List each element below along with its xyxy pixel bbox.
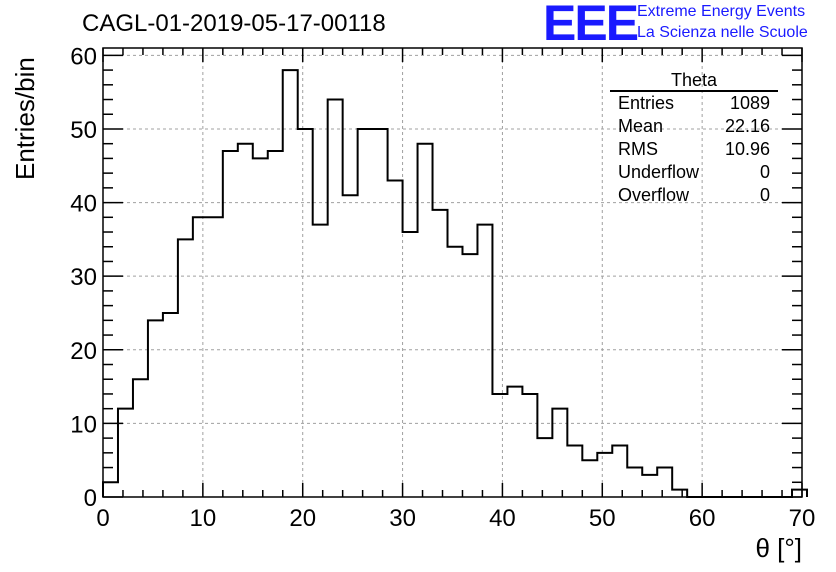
histogram-bin — [403, 232, 418, 497]
histogram-bin — [627, 468, 642, 497]
stats-value: 0 — [759, 162, 770, 182]
histogram-bin — [582, 460, 597, 497]
histogram-bin — [462, 254, 477, 497]
stats-value: 1089 — [729, 93, 770, 113]
histogram-bin — [178, 239, 193, 497]
axis-ticks: 0 10 20 30 40 50 60 70 0 10 20 30 40 50 60 — [70, 43, 815, 532]
histogram-bin — [268, 151, 283, 497]
histogram-bin — [313, 225, 328, 497]
chart-title: CAGL-01-2019-05-17-00118 — [82, 10, 386, 37]
histogram-bin — [492, 394, 507, 497]
histogram-step-line — [102, 69, 808, 498]
stats-value: 10.96 — [724, 139, 770, 159]
y-tick-label: 50 — [70, 117, 97, 144]
stats-row-underflow: Underflow 0 — [610, 161, 778, 184]
stats-value: 22.16 — [724, 116, 770, 136]
x-tick-label: 40 — [489, 505, 516, 532]
stats-label: Underflow — [618, 162, 700, 182]
histogram-bin — [552, 409, 567, 497]
histogram-bin — [253, 158, 268, 497]
logo-line-2: La Scienza nelle Scuole — [637, 24, 808, 41]
histogram-bin — [792, 490, 807, 497]
histogram-bin — [163, 313, 178, 497]
histogram-bin — [597, 453, 612, 497]
histogram-bin — [148, 320, 163, 497]
histogram-bin — [657, 468, 672, 497]
y-axis-label-container: Entries/bin — [8, 57, 40, 210]
histogram-bars — [102, 69, 808, 498]
histogram-bin — [283, 70, 298, 497]
histogram-bin — [193, 217, 208, 497]
x-tick-label: 20 — [289, 505, 316, 532]
y-tick-label: 40 — [70, 191, 97, 218]
x-tick-label: 30 — [389, 505, 416, 532]
histogram-bin — [298, 129, 313, 497]
stats-row-mean: Mean 22.16 — [610, 115, 778, 138]
stats-title: Theta — [610, 70, 778, 92]
histogram-bin — [612, 445, 627, 497]
x-tick-label: 10 — [190, 505, 217, 532]
histogram-bin — [343, 195, 358, 497]
histogram-bin — [223, 151, 238, 497]
stats-row-rms: RMS 10.96 — [610, 138, 778, 161]
histogram-bin — [118, 409, 133, 497]
eee-logo: EEE — [543, 0, 639, 51]
stats-rows: Entries 1089 Mean 22.16 RMS 10.96 Underflow 0 Ov… — [610, 92, 778, 207]
stats-label: RMS — [618, 139, 658, 159]
histogram-bin — [567, 445, 582, 497]
x-tick-label: 70 — [789, 505, 816, 532]
y-tick-label: 0 — [84, 485, 97, 512]
y-tick-label: 20 — [70, 338, 97, 365]
plot-frame — [102, 47, 803, 498]
stats-value: 0 — [759, 185, 770, 205]
histogram-bin — [433, 210, 448, 497]
stats-label: Mean — [618, 116, 664, 136]
logo-line-1: Extreme Energy Events — [637, 3, 806, 20]
histogram-bin — [373, 129, 388, 497]
histogram-bin — [328, 100, 343, 497]
grid-lines — [103, 48, 802, 497]
axes — [102, 47, 803, 498]
histogram-bin — [522, 394, 537, 497]
stats-label: Entries — [618, 93, 675, 113]
histogram-bin — [418, 144, 433, 497]
histogram-bin — [133, 379, 148, 497]
histogram-bin — [477, 225, 492, 497]
x-tick-label: 60 — [689, 505, 716, 532]
histogram-bin — [448, 247, 463, 497]
histogram-bin — [238, 144, 253, 497]
histogram-bin — [358, 129, 373, 497]
stats-box: Theta Entries 1089 Mean 22.16 RMS 10.96 Underf… — [610, 70, 778, 207]
stats-row-overflow: Overflow 0 — [610, 184, 778, 207]
histogram-bin — [388, 180, 403, 497]
stats-label: Overflow — [618, 185, 690, 205]
y-tick-label: 10 — [70, 411, 97, 438]
y-tick-label: 30 — [70, 264, 97, 291]
histogram-bin — [672, 490, 687, 497]
y-tick-label: 60 — [70, 43, 97, 70]
x-tick-label: 50 — [589, 505, 616, 532]
y-axis-label: Entries/bin — [10, 57, 40, 180]
x-tick-label: 0 — [96, 505, 109, 532]
histogram-bin — [507, 387, 522, 497]
stats-row-entries: Entries 1089 — [610, 92, 778, 115]
histogram-bin — [208, 217, 223, 497]
histogram-bin — [103, 482, 118, 497]
histogram-bin — [642, 475, 657, 497]
x-axis-label: θ [°] — [755, 533, 802, 563]
histogram-bin — [537, 438, 552, 497]
